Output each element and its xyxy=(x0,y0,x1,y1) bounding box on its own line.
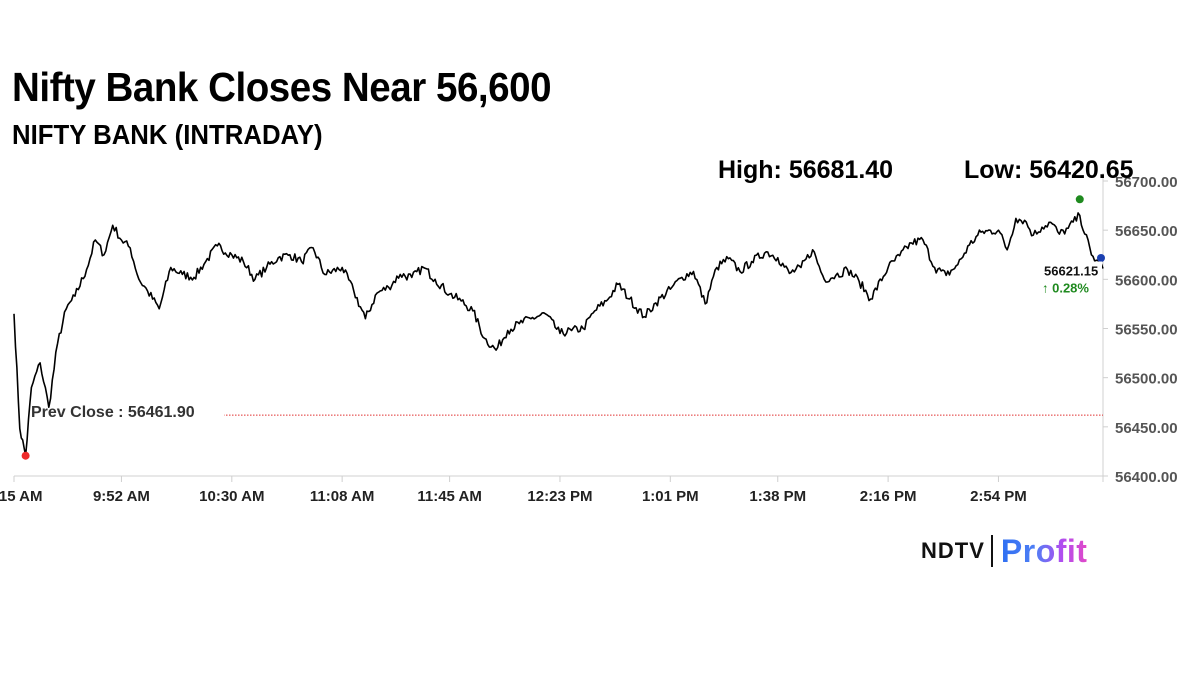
x-tick-label: 1:38 PM xyxy=(749,488,806,505)
chart-title: Nifty Bank Closes Near 56,600 xyxy=(12,64,552,110)
chart-subtitle: NIFTY BANK (INTRADAY) xyxy=(12,119,323,150)
logo-divider xyxy=(990,535,993,567)
y-tick-label: 56400.00 xyxy=(1115,469,1178,486)
low-marker xyxy=(21,451,30,460)
x-tick-label: 2:54 PM xyxy=(970,488,1027,505)
x-tick-label: 9:15 AM xyxy=(0,488,42,505)
change-percent-label: ↑ 0.28% xyxy=(1042,281,1089,296)
x-tick-label: 10:30 AM xyxy=(199,488,264,505)
prev-close-label-bg xyxy=(28,402,224,423)
price-line xyxy=(13,212,1104,457)
y-tick-label: 56700.00 xyxy=(1115,174,1178,191)
y-tick-label: 56500.00 xyxy=(1115,371,1178,388)
x-tick-label: 1:01 PM xyxy=(642,488,699,505)
profit-logo-text: Profit xyxy=(1000,532,1088,569)
ndtv-profit-logo: NDTV Profit xyxy=(921,533,1087,569)
last-value-label: 56621.15 xyxy=(1044,264,1098,279)
x-tick-label: 12:23 PM xyxy=(527,488,592,505)
high-marker xyxy=(1075,195,1084,204)
y-tick-label: 56450.00 xyxy=(1115,420,1178,437)
y-tick-label: 56550.00 xyxy=(1115,322,1178,339)
prev-close-label: Prev Close : 56461.90 xyxy=(31,404,195,421)
x-tick-label: 11:45 AM xyxy=(417,488,481,505)
last-value-marker xyxy=(1097,254,1105,262)
ndtv-logo-text: NDTV xyxy=(921,538,985,563)
y-tick-label: 56650.00 xyxy=(1115,223,1178,240)
x-tick-label: 11:08 AM xyxy=(310,488,374,505)
x-tick-label: 2:16 PM xyxy=(860,488,917,505)
low-value-label: Low: 56420.65 xyxy=(964,156,1134,184)
y-tick-label: 56600.00 xyxy=(1115,272,1178,289)
high-value-label: High: 56681.40 xyxy=(718,156,894,184)
x-tick-label: 9:52 AM xyxy=(93,488,150,505)
last-value-bg xyxy=(1040,261,1102,296)
